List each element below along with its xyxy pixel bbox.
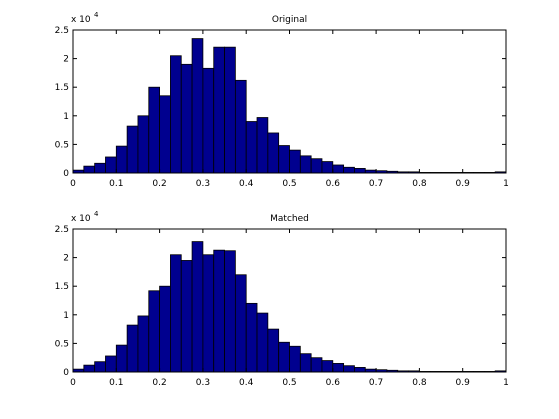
y-tick-label: 1.5: [55, 282, 69, 292]
y-exponent-base: x 10: [71, 15, 91, 25]
y-tick-label: 0.5: [55, 339, 69, 349]
histogram-bar: [126, 324, 139, 373]
y-tick-label: 0: [63, 368, 69, 378]
histogram-bar: [256, 312, 269, 373]
histogram-bar: [94, 162, 106, 174]
x-tick-label: 0.7: [369, 179, 383, 189]
histogram-bar: [115, 145, 128, 174]
histogram-bar: [83, 165, 96, 174]
histogram-bar: [289, 345, 301, 373]
histogram-bar: [310, 158, 323, 174]
x-tick-label: 0.2: [152, 179, 166, 189]
histogram-bar: [267, 132, 280, 174]
y-tick-label: 1.5: [55, 83, 69, 93]
histogram-bar: [354, 168, 366, 174]
x-tick-label: 0: [70, 378, 76, 388]
y-exponent-power: 4: [94, 11, 99, 19]
y-tick-label: 1: [63, 311, 69, 321]
histogram-bar: [94, 361, 106, 373]
x-tick-label: 0.9: [456, 378, 471, 388]
histogram-bar: [148, 290, 160, 373]
y-tick-label: 2.5: [55, 26, 69, 36]
histogram-bar: [256, 117, 269, 174]
histogram-bar: [321, 161, 334, 174]
histogram-bar: [170, 55, 182, 174]
x-tick-label: 0.6: [326, 179, 341, 189]
histogram-bar: [83, 364, 96, 373]
y-exponent-base: x 10: [71, 214, 91, 224]
histogram-bar: [245, 121, 258, 174]
histogram-bar: [148, 86, 160, 174]
x-tick-label: 0.5: [282, 179, 296, 189]
x-tick-label: 0.9: [456, 179, 471, 189]
y-tick-label: 1: [63, 112, 69, 122]
histogram-bar: [159, 285, 171, 373]
histogram-bar: [159, 95, 171, 174]
histogram-bar: [137, 315, 150, 373]
x-tick-label: 0.4: [239, 378, 254, 388]
x-tick-label: 0.6: [326, 378, 341, 388]
histogram-bar: [202, 254, 215, 373]
histogram-bar: [343, 365, 355, 373]
histogram-bar: [115, 344, 128, 373]
histogram-bar: [105, 156, 117, 174]
histogram-bar: [202, 67, 215, 174]
histogram-bar: [332, 164, 345, 174]
x-tick-label: 1: [503, 179, 509, 189]
histogram-bar: [224, 250, 236, 373]
histogram-bar: [299, 155, 312, 174]
histogram-bar: [278, 341, 290, 373]
x-tick-label: 0.1: [109, 378, 123, 388]
x-tick-label: 1: [503, 378, 509, 388]
x-tick-label: 0.3: [196, 378, 210, 388]
y-tick-label: 2: [63, 55, 69, 65]
y-tick-label: 0: [63, 169, 69, 179]
histogram-bar: [332, 363, 345, 373]
histogram-bar: [191, 241, 204, 373]
histogram-bar: [234, 79, 247, 174]
chart-title: Matched: [270, 214, 309, 224]
histogram-bar: [354, 367, 366, 373]
histogram-bar: [191, 38, 204, 174]
y-tick-label: 2: [63, 254, 69, 264]
x-tick-label: 0.1: [109, 179, 123, 189]
histogram-bar: [213, 249, 225, 373]
x-tick-label: 0.5: [282, 378, 296, 388]
y-tick-label: 2.5: [55, 225, 69, 235]
x-tick-label: 0.4: [239, 179, 254, 189]
histogram-bar: [105, 355, 117, 373]
histogram-bar: [213, 46, 225, 174]
histogram-bar: [267, 328, 280, 373]
histogram-bar: [299, 353, 312, 373]
histogram-bar: [245, 302, 258, 373]
histogram-bar: [278, 145, 290, 174]
x-tick-label: 0: [70, 179, 76, 189]
x-tick-label: 0.8: [412, 378, 427, 388]
x-tick-label: 0.2: [152, 378, 166, 388]
histogram-bar: [126, 125, 139, 174]
chart-title: Original: [272, 15, 307, 25]
x-tick-label: 0.7: [369, 378, 383, 388]
histogram-bar: [180, 260, 193, 373]
histogram-bar: [310, 357, 323, 373]
x-tick-label: 0.8: [412, 179, 427, 189]
y-exponent-power: 4: [94, 210, 99, 218]
histogram-bar: [234, 274, 247, 373]
histogram-bar: [224, 46, 236, 174]
y-tick-label: 0.5: [55, 140, 69, 150]
x-tick-label: 0.3: [196, 179, 210, 189]
histogram-bar: [343, 166, 355, 174]
histogram-bar: [170, 254, 182, 373]
histogram-bar: [180, 63, 193, 174]
histogram-bar: [289, 149, 301, 174]
histogram-bar: [321, 360, 334, 373]
histogram-bar: [137, 115, 150, 174]
